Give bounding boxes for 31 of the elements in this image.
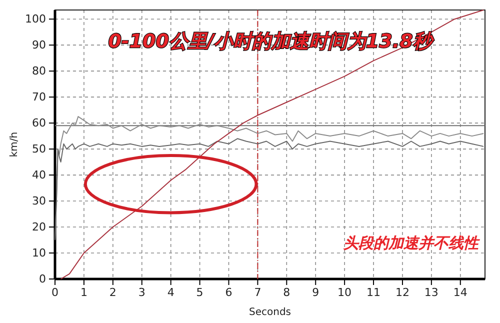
x-tick-label: 3 xyxy=(138,286,146,299)
line-series xyxy=(60,10,484,280)
x-axis-title: Seconds xyxy=(248,307,292,318)
x-tick-label: 8 xyxy=(283,286,290,299)
x-tick-label: 1 xyxy=(80,286,88,299)
x-tick-label: 9 xyxy=(312,286,320,299)
y-tick-label: 30 xyxy=(32,194,46,208)
y-tick-label: 40 xyxy=(32,168,46,182)
y-tick-label: 70 xyxy=(32,90,46,104)
x-tick-label: 10 xyxy=(338,286,352,299)
y-tick-label: 10 xyxy=(32,246,46,260)
y-axis-title: km/h xyxy=(9,132,20,158)
x-tick-label: 5 xyxy=(196,286,204,299)
y-tick-label: 100 xyxy=(25,12,46,26)
text: 0-100公里/小时的加速时间为13.8秒 xyxy=(108,30,435,53)
x-tick-label: 7 xyxy=(254,286,262,299)
x-tick-label: 13 xyxy=(424,286,438,299)
x-tick-label: 4 xyxy=(167,286,174,299)
y-tick-label: 60 xyxy=(32,116,46,130)
x-tick-label: 6 xyxy=(225,286,232,299)
y-tick-label: 90 xyxy=(32,38,46,52)
x-tick-label: 14 xyxy=(453,286,468,299)
annotation: 头段的加速并不线性 xyxy=(342,234,481,252)
x-tick-label: 12 xyxy=(395,286,410,299)
x-tick-label: 0 xyxy=(52,286,58,299)
x-tick-label: 11 xyxy=(366,286,381,299)
y-tick-label: 50 xyxy=(32,142,46,156)
x-tick-label: 2 xyxy=(109,286,116,299)
y-tick-label: 80 xyxy=(32,64,46,78)
y-tick-label: 20 xyxy=(32,220,46,234)
y-tick-label: 0 xyxy=(39,272,46,286)
